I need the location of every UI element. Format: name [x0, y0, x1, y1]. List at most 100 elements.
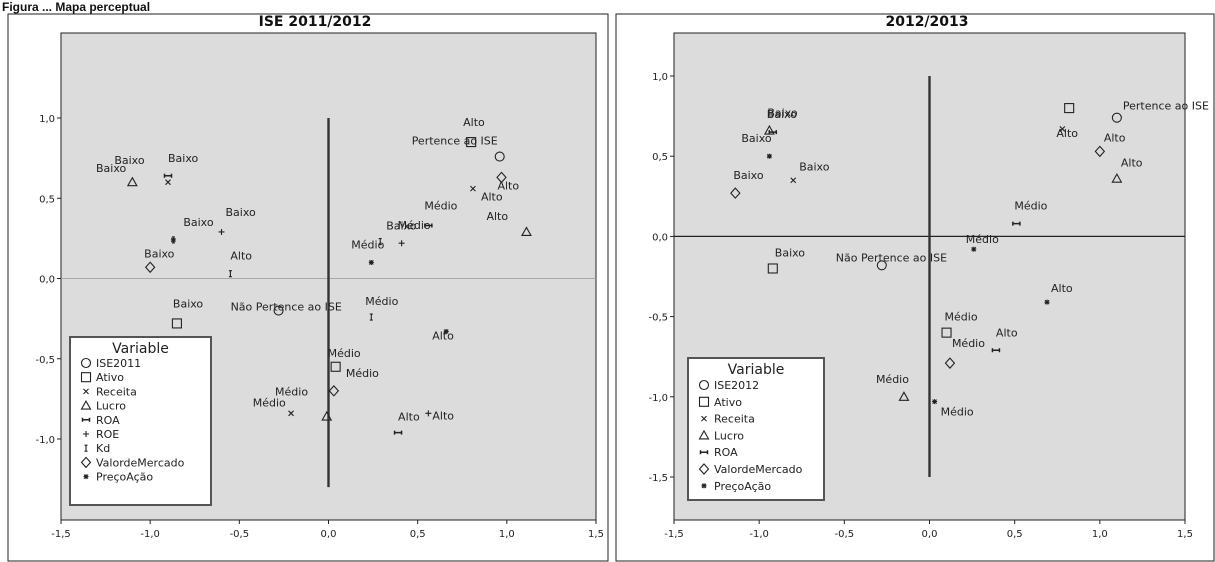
point-label: Médio — [351, 238, 384, 251]
point-valordemercado-marker — [730, 187, 741, 199]
point-ise2011-marker — [494, 151, 505, 162]
point-roa-marker — [991, 348, 1001, 353]
x-tick-label: 1,0 — [1092, 529, 1108, 540]
legend-receita-symbol — [83, 388, 89, 395]
point-roe-marker — [398, 240, 405, 247]
legend-valordemercado-symbol — [80, 456, 92, 469]
legend-item-label: ROE — [96, 428, 119, 441]
point-label: Baixo — [767, 107, 798, 120]
x-tick-label: -0,5 — [835, 529, 855, 540]
legend-item-label: PreçoAção — [96, 471, 153, 484]
legend-item-label: ValordeMercado — [96, 456, 185, 469]
point-preçoação-marker — [368, 259, 374, 265]
point-lucro-marker — [521, 226, 532, 237]
point-ativo-marker — [941, 327, 952, 338]
legend-ativo-symbol — [80, 372, 92, 383]
point-receita-marker — [165, 179, 171, 186]
point-kd-marker — [369, 313, 373, 321]
point-label: Alto — [1051, 282, 1073, 295]
point-label: Alto — [463, 116, 485, 129]
point-label: Baixo — [767, 108, 798, 121]
point-preçoação-marker — [170, 237, 176, 243]
point-receita-marker — [1059, 126, 1066, 132]
x-tick-label: 1,5 — [1177, 529, 1193, 540]
point-preçoação-marker — [971, 246, 977, 252]
point-ativo-marker — [171, 318, 182, 329]
y-tick-label: 1,0 — [39, 114, 55, 125]
y-tick-label: 0,5 — [39, 194, 55, 205]
legend-ise2012-symbol — [698, 379, 710, 391]
point-roa-marker — [424, 223, 433, 228]
point-label: Médio — [952, 337, 985, 350]
point-label: Alto — [432, 329, 454, 342]
point-label: Baixo — [386, 220, 417, 233]
legend-item-label: PreçoAção — [714, 480, 771, 493]
y-tick-label: -0,5 — [648, 313, 668, 324]
legend-item-label: Ativo — [714, 396, 742, 409]
point-lucro-marker — [898, 391, 910, 401]
point-label: Baixo — [799, 160, 830, 173]
point-valordemercado-marker — [328, 385, 340, 397]
point-label: Não Pertence ao ISE — [836, 251, 947, 264]
point-label: Baixo — [96, 162, 127, 175]
point-label: Baixo — [173, 297, 204, 310]
point-label: Médio — [275, 385, 308, 398]
point-roa-marker — [393, 430, 403, 435]
point-roa-marker — [768, 130, 778, 135]
point-ativo-marker — [330, 361, 341, 372]
legend-item-label: Ativo — [96, 371, 124, 384]
y-tick-label: 0,0 — [39, 275, 55, 286]
chart-title: 2012/2013 — [885, 14, 968, 30]
point-ativo-marker — [1064, 103, 1075, 114]
point-kd-marker — [378, 238, 382, 246]
x-tick-label: -0,5 — [230, 529, 250, 540]
point-label: Alto — [1104, 131, 1126, 144]
point-label: Baixo — [226, 206, 257, 219]
point-label: Médio — [945, 311, 978, 324]
legend-item-label: ROA — [96, 414, 120, 427]
point-label: Baixo — [168, 152, 199, 165]
point-label: Alto — [398, 411, 420, 424]
y-tick-label: -1,5 — [648, 473, 668, 484]
legend-item-label: Receita — [714, 413, 755, 426]
legend-valordemercado-symbol — [698, 463, 710, 475]
point-preçoação-marker — [1044, 299, 1050, 305]
point-label: Médio — [1014, 200, 1047, 213]
x-tick-label: -1,0 — [749, 529, 769, 540]
point-label: Baixo — [114, 154, 145, 167]
point-ativo-marker — [767, 263, 778, 274]
point-valordemercado-marker — [1094, 145, 1106, 158]
point-ise2011-marker — [273, 305, 284, 316]
point-valordemercado-marker — [496, 171, 507, 184]
legend-ise2011-symbol — [80, 357, 92, 369]
legend-box — [69, 336, 212, 506]
point-kd-marker — [228, 270, 232, 278]
point-label: Médio — [424, 200, 457, 213]
point-label: Baixo — [775, 246, 806, 259]
x-tick-label: 0,0 — [321, 529, 337, 540]
point-valordemercado-marker — [144, 261, 156, 274]
point-label: Alto — [486, 210, 508, 223]
point-label: Alto — [481, 191, 503, 204]
point-receita-marker — [470, 185, 476, 192]
legend-item-label: Lucro — [96, 400, 126, 413]
chart-2012-2013: 2012/2013 1,0 0,5 0,0 -0,5 -1,0 -1,5 -1,5 -1,0 -0… — [615, 13, 1215, 562]
point-roe-marker — [218, 228, 225, 235]
point-label: Pertence ao ISE — [412, 135, 498, 148]
x-tick-label: 0,5 — [1007, 529, 1023, 540]
point-label: Alto — [497, 179, 519, 192]
chart-ise-2011-2012: ISE 2011/2012 1,0 0,5 0,0 -0,5 -1,0 -1,5 -1,0 -0… — [7, 13, 609, 562]
point-label: Baixo — [183, 216, 214, 229]
point-ise2012-marker — [1111, 112, 1122, 123]
legend-title: Variable — [112, 341, 169, 357]
y-tick-label: 1,0 — [652, 72, 668, 83]
point-receita-marker — [288, 410, 294, 417]
legend-item-label: ISE2012 — [714, 379, 759, 392]
y-tick-label: -0,5 — [35, 355, 55, 366]
point-lucro-marker — [1111, 173, 1123, 183]
point-label: Médio — [398, 219, 431, 232]
point-preçoação-marker — [443, 328, 449, 334]
legend-ativo-symbol — [698, 396, 710, 407]
point-label: Alto — [1121, 157, 1143, 170]
